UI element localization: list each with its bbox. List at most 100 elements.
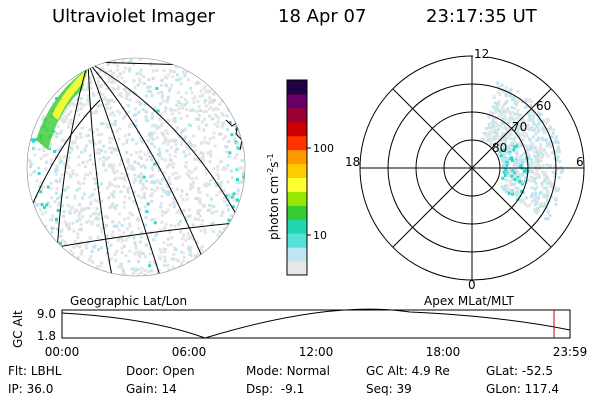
image-pixel (110, 183, 114, 187)
image-pixel (120, 223, 124, 227)
image-pixel (509, 156, 513, 160)
image-pixel (205, 141, 209, 145)
image-pixel (173, 177, 177, 180)
image-pixel (122, 244, 126, 248)
image-pixel (153, 145, 156, 149)
image-pixel (197, 117, 201, 121)
image-pixel (144, 118, 148, 122)
image-pixel (122, 70, 126, 74)
polar-grid (359, 55, 585, 281)
image-pixel (540, 182, 544, 185)
image-pixel (166, 142, 170, 146)
image-pixel (140, 139, 144, 143)
image-pixel (536, 159, 540, 163)
image-pixel (149, 63, 153, 67)
image-pixel (194, 176, 198, 180)
image-pixel (504, 158, 508, 161)
image-pixel (549, 125, 553, 129)
colorbar-tick-label-10: 10 (313, 229, 327, 242)
image-pixel (89, 81, 92, 85)
image-pixel (140, 196, 144, 200)
image-pixel (82, 207, 86, 211)
image-pixel (515, 144, 519, 148)
image-pixel (191, 223, 195, 227)
image-pixel (166, 131, 170, 135)
image-pixel (196, 100, 200, 104)
image-pixel (192, 101, 196, 105)
image-pixel (171, 165, 175, 169)
image-pixel (515, 150, 519, 154)
image-pixel (100, 261, 104, 265)
image-pixel (99, 85, 103, 89)
image-pixel (537, 111, 540, 115)
image-pixel (157, 169, 161, 172)
image-pixel (50, 218, 54, 221)
image-pixel (540, 136, 544, 140)
image-pixel (83, 177, 86, 180)
image-pixel (217, 116, 221, 120)
image-pixel (123, 134, 127, 138)
image-pixel (528, 114, 532, 118)
image-pixel (535, 125, 539, 129)
image-pixel (516, 175, 520, 179)
image-pixel (541, 203, 544, 207)
image-pixel (193, 157, 197, 161)
image-pixel (206, 208, 210, 212)
image-pixel (534, 160, 538, 164)
image-pixel (501, 159, 505, 162)
image-pixel (115, 129, 119, 133)
image-pixel (85, 246, 89, 250)
image-pixel (150, 94, 154, 98)
image-pixel (51, 132, 55, 136)
image-pixel (216, 125, 220, 128)
image-pixel (139, 181, 143, 185)
image-pixel (89, 200, 93, 204)
image-pixel (78, 132, 82, 136)
image-pixel (485, 134, 489, 138)
image-pixel (144, 102, 148, 106)
image-pixel (163, 75, 167, 79)
image-pixel (535, 201, 539, 205)
image-pixel (96, 133, 100, 137)
image-pixel (98, 139, 102, 143)
image-pixel (502, 141, 505, 145)
image-pixel (144, 110, 148, 114)
image-pixel (216, 120, 220, 124)
image-pixel (506, 127, 510, 131)
image-pixel (32, 146, 36, 150)
image-pixel (112, 100, 116, 104)
image-pixel (487, 116, 491, 119)
image-pixel (158, 247, 162, 251)
image-pixel (84, 134, 88, 138)
image-pixel (99, 104, 103, 108)
image-pixel (175, 126, 179, 130)
image-pixel (96, 76, 100, 80)
image-pixel (506, 151, 510, 155)
image-pixel (50, 162, 53, 166)
image-pixel (85, 221, 89, 224)
image-pixel (525, 124, 529, 128)
image-pixel (178, 135, 182, 139)
image-pixel (496, 101, 500, 105)
image-pixel (144, 179, 148, 183)
image-pixel (124, 254, 128, 258)
image-pixel (513, 136, 517, 140)
image-pixel (139, 176, 143, 180)
image-pixel (150, 158, 153, 162)
image-pixel (172, 162, 176, 166)
image-pixel (75, 107, 79, 110)
image-pixel (117, 220, 121, 224)
image-pixel (524, 105, 527, 109)
image-pixel (180, 237, 184, 241)
image-pixel (154, 234, 158, 238)
image-pixel (545, 175, 549, 179)
image-pixel (82, 181, 85, 185)
image-pixel (184, 161, 188, 165)
image-pixel (513, 150, 517, 154)
image-pixel (150, 142, 154, 146)
image-pixel (532, 161, 536, 165)
image-pixel (165, 165, 169, 169)
image-pixel (33, 200, 37, 204)
image-pixel (504, 178, 508, 182)
image-pixel (99, 211, 103, 214)
